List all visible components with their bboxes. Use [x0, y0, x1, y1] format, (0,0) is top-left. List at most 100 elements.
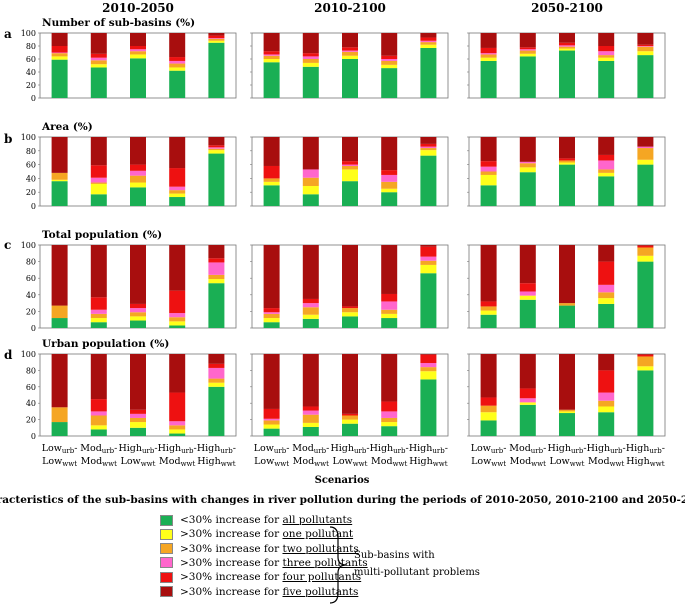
bar-segment: [208, 354, 225, 364]
bar-segment: [342, 312, 358, 317]
bar-segment: [169, 190, 186, 194]
bar-segment: [263, 55, 280, 59]
legend-swatch: [160, 571, 173, 583]
bar-segment: [208, 42, 225, 98]
bar-segment: [598, 303, 615, 328]
bar-segment: [263, 59, 280, 63]
bar-segment: [559, 42, 575, 46]
bar-segment: [169, 421, 186, 426]
y-tick-label: 60: [26, 383, 36, 392]
bar-segment: [342, 137, 358, 162]
bar-segment: [130, 245, 146, 304]
bar-segment: [169, 67, 186, 71]
bar-segment: [90, 313, 107, 319]
scenario-label: Highurb-: [370, 443, 409, 455]
bar-segment: [420, 354, 437, 355]
bar-segment: [598, 55, 615, 58]
scenario-label: Lowwwt: [42, 456, 77, 468]
legend-label: >30% increase for four pollutants: [180, 571, 361, 583]
legend-label: <30% increase for all pollutants: [180, 514, 352, 526]
bar-segment: [208, 382, 225, 387]
bar-segment: [263, 322, 280, 328]
bar-segment: [519, 167, 536, 173]
bar-segment: [208, 40, 225, 43]
bar-segment: [342, 354, 358, 414]
bar-segment: [208, 148, 225, 151]
bar-segment: [90, 53, 107, 58]
bar-segment: [342, 47, 358, 51]
bar-segment: [130, 58, 146, 98]
bar-segment: [519, 291, 536, 296]
bar-segment: [598, 392, 615, 401]
bar-segment: [169, 33, 186, 58]
bar-segment: [169, 245, 186, 291]
y-tick-label: 0: [31, 324, 36, 333]
bar-segment: [420, 363, 437, 368]
bar-segment: [302, 422, 319, 427]
scenario-label: Lowurb-: [471, 443, 507, 455]
legend-label-emphasis: four pollutants: [282, 571, 362, 584]
bar-segment: [90, 165, 107, 178]
y-tick-label: 100: [21, 133, 36, 142]
scenario-label: Modwwt: [510, 456, 547, 468]
bar-segment: [637, 33, 654, 45]
y-tick-label: 80: [26, 42, 36, 51]
legend-label: >30% increase for three pollutants: [180, 557, 368, 569]
panel-letter: b: [4, 132, 12, 146]
scenario-label: Lowwwt: [550, 456, 585, 468]
bar-segment: [559, 354, 575, 410]
bar-segment: [420, 37, 437, 41]
bar-segment: [480, 306, 497, 311]
bar-segment: [519, 402, 536, 405]
y-tick-label: 0: [31, 202, 36, 211]
bar-segment: [90, 322, 107, 328]
bar-segment: [169, 392, 186, 422]
bar-segment: [519, 295, 536, 300]
bar-segment: [420, 367, 437, 372]
bar-segment: [169, 325, 186, 328]
scenario-label: Highurb-: [118, 443, 157, 455]
bar-segment: [519, 283, 536, 292]
period-header: 2050-2100: [531, 1, 603, 15]
bar-segment: [637, 159, 654, 165]
bar-segment: [598, 245, 615, 262]
bar-segment: [420, 150, 437, 156]
bar-segment: [263, 54, 280, 56]
period-header: 2010-2100: [314, 1, 386, 15]
bar-segment: [598, 137, 615, 155]
bar-segment: [342, 413, 358, 416]
bar-segment: [381, 301, 398, 310]
bar-segment: [51, 53, 68, 57]
bar-segment: [381, 401, 398, 412]
bar-segment: [480, 137, 497, 162]
scenario-label: Modurb-: [292, 443, 329, 455]
bar-segment: [381, 64, 398, 69]
bar-segment: [637, 354, 654, 355]
bar-segment: [169, 57, 186, 61]
bar-segment: [263, 137, 280, 166]
scenario-label: Modwwt: [81, 456, 118, 468]
bar-segment: [169, 137, 186, 169]
bar-segment: [130, 170, 146, 176]
bar-segment: [208, 153, 225, 206]
legend-item: >30% increase for one pollutant: [160, 527, 353, 541]
bar-segment: [169, 197, 186, 206]
bar-segment: [169, 193, 186, 198]
bar-segment: [637, 245, 654, 248]
bar-segment: [342, 245, 358, 307]
bar-segment: [51, 137, 68, 173]
y-tick-label: 100: [21, 241, 36, 250]
y-tick-label: 60: [26, 161, 36, 170]
bar-segment: [208, 258, 225, 263]
scenario-label: Highurb-: [626, 443, 665, 455]
scenario-label: Highurb-: [330, 443, 369, 455]
bar-segment: [342, 423, 358, 436]
scenario-label: Highurb-: [197, 443, 236, 455]
bar-segment: [342, 169, 358, 182]
bar-segment: [420, 354, 437, 364]
bar-segment: [519, 354, 536, 389]
bar-segment: [637, 46, 654, 52]
bar-segment: [130, 308, 146, 313]
bar-segment: [598, 57, 615, 61]
